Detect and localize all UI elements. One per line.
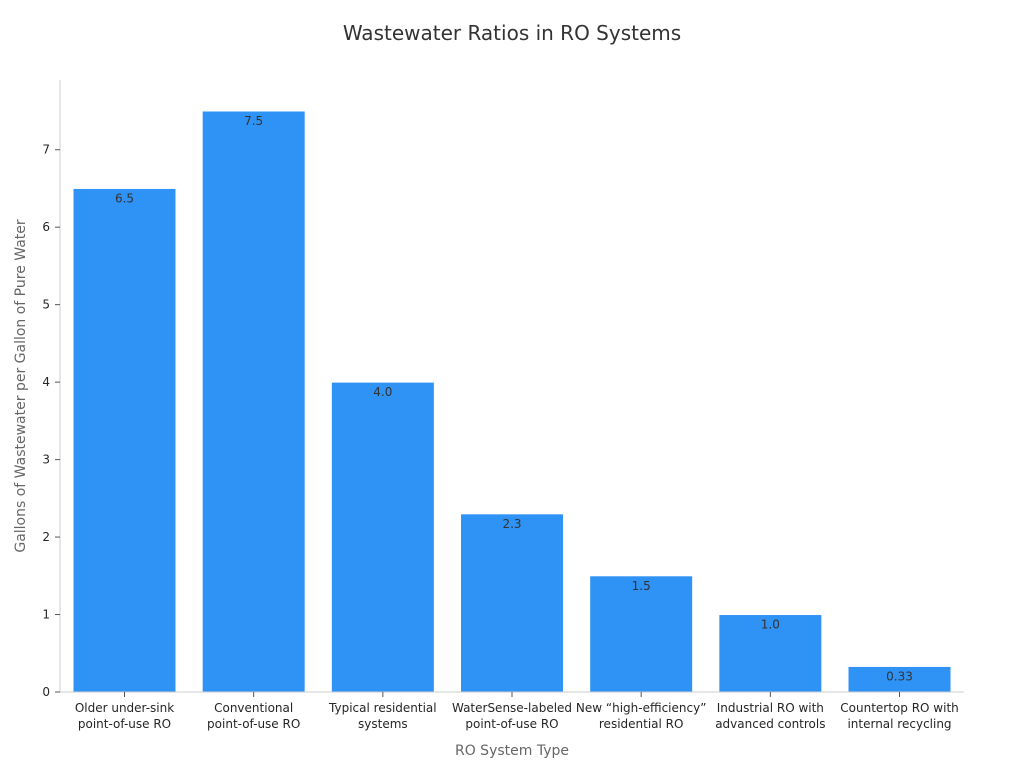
x-tick-label: point-of-use RO xyxy=(207,717,300,731)
y-tick-label: 7 xyxy=(42,143,50,157)
x-tick-label: Typical residential xyxy=(328,701,437,715)
bar xyxy=(72,187,177,693)
x-tick-label: internal recycling xyxy=(847,717,951,731)
x-tick-label: Countertop RO with xyxy=(840,701,959,715)
bar xyxy=(589,575,694,693)
x-tick-label: Conventional xyxy=(214,701,293,715)
y-axis-label: Gallons of Wastewater per Gallon of Pure… xyxy=(13,219,29,553)
bar-value-label: 7.5 xyxy=(244,114,263,128)
x-tick-label: Industrial RO with xyxy=(717,701,824,715)
bar xyxy=(718,614,823,693)
bar xyxy=(201,110,306,693)
bar-value-label: 6.5 xyxy=(115,191,134,205)
y-tick-label: 6 xyxy=(42,220,50,234)
bars-layer xyxy=(72,110,952,693)
x-tick-label: advanced controls xyxy=(715,717,825,731)
bar xyxy=(330,381,435,693)
x-tick-label: residential RO xyxy=(599,717,684,731)
y-tick-label: 0 xyxy=(42,685,50,699)
x-tick-label: New “high-efficiency” xyxy=(576,701,707,715)
x-tick-label: Older under-sink xyxy=(75,701,174,715)
y-tick-label: 4 xyxy=(42,375,50,389)
x-tick-label: systems xyxy=(358,717,408,731)
y-tick-label: 5 xyxy=(42,298,50,312)
y-tick-label: 1 xyxy=(42,608,50,622)
bar-value-label: 2.3 xyxy=(502,517,521,531)
y-tick-label: 3 xyxy=(42,453,50,467)
bar-value-label: 1.0 xyxy=(761,618,780,632)
bar-value-label: 0.33 xyxy=(886,669,913,683)
x-axis: Older under-sink point-of-use RO Conventio… xyxy=(60,691,964,731)
bar-value-label: 1.5 xyxy=(632,579,651,593)
y-axis: 0 1 2 3 4 5 6 7 xyxy=(42,80,61,699)
bar xyxy=(460,513,565,693)
chart-title: Wastewater Ratios in RO Systems xyxy=(343,21,681,45)
bar-value-label: 4.0 xyxy=(373,385,392,399)
y-tick-label: 2 xyxy=(42,530,50,544)
data-labels-layer: 6.5 7.5 4.0 2.3 1.5 1.0 0.33 xyxy=(115,114,913,683)
bar xyxy=(847,665,952,693)
x-tick-label: point-of-use RO xyxy=(465,717,558,731)
x-tick-label: WaterSense-labeled xyxy=(452,701,572,715)
x-tick-label: point-of-use RO xyxy=(78,717,171,731)
x-axis-label: RO System Type xyxy=(455,743,569,759)
